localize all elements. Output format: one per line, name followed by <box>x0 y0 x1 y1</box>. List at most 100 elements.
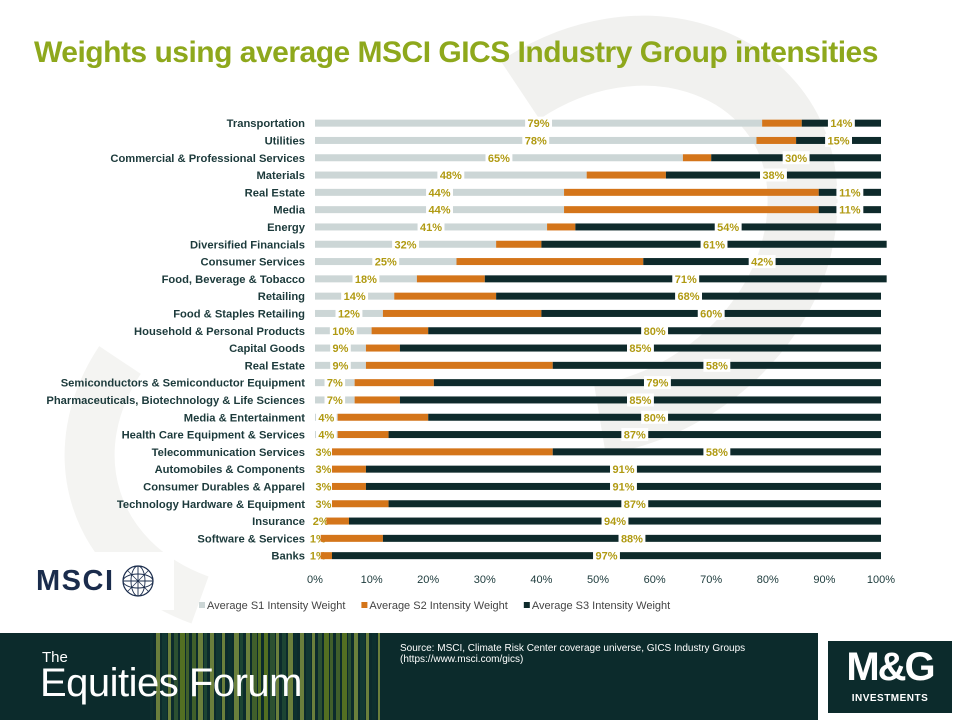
data-label-background <box>426 185 453 199</box>
footer-stripe <box>372 633 376 720</box>
data-label: 3% <box>316 481 332 493</box>
data-label: 54% <box>717 222 739 234</box>
data-label: 65% <box>488 153 510 165</box>
x-tick-label: 40% <box>530 574 552 586</box>
data-label: 60% <box>700 308 722 320</box>
data-label-background <box>621 497 649 511</box>
category-label: Software & Services <box>197 533 305 545</box>
category-label: Technology Hardware & Equipment <box>117 499 305 511</box>
x-tick-label: 100% <box>867 574 895 586</box>
category-label: Food & Staples Retailing <box>173 308 305 320</box>
bar-segment-s2 <box>331 482 366 490</box>
category-label: Insurance <box>252 516 305 528</box>
data-label-background <box>313 479 334 493</box>
data-label: 9% <box>333 343 349 355</box>
data-label-background <box>313 462 334 476</box>
footer-stripe <box>192 633 196 720</box>
data-label: 71% <box>675 274 697 286</box>
footer-stripe <box>198 633 203 720</box>
data-label: 91% <box>612 481 634 493</box>
legend-swatch-s3 <box>523 602 530 608</box>
category-label: Diversified Financials <box>190 239 305 251</box>
data-label: 85% <box>629 395 651 407</box>
data-label-background <box>700 237 728 251</box>
data-label: 80% <box>644 326 666 338</box>
footer-stripe <box>300 633 304 720</box>
data-label: 79% <box>646 378 668 390</box>
footer-stripe <box>294 633 297 720</box>
x-tick-label: 20% <box>417 574 439 586</box>
data-label-background <box>703 445 731 459</box>
stacked-bar-chart: Transportation 79% 14% Utilities 78% 15% Comme… <box>46 116 895 612</box>
data-label: 97% <box>595 551 617 563</box>
data-label: 85% <box>629 343 651 355</box>
footer-stripe <box>216 633 221 720</box>
bar-segment-s2 <box>331 500 389 508</box>
data-label: 58% <box>706 360 728 372</box>
data-label-background <box>437 168 465 182</box>
data-label: 41% <box>420 222 442 234</box>
data-label: 48% <box>440 170 462 182</box>
footer-stripe <box>180 633 185 720</box>
data-label: 14% <box>830 118 852 130</box>
data-label-background <box>675 289 703 303</box>
footer-stripe <box>258 633 261 720</box>
footer-stripe <box>222 633 225 720</box>
footer-stripe <box>150 633 153 720</box>
data-label-background <box>601 514 629 528</box>
category-label: Household & Personal Products <box>134 326 305 338</box>
data-label-background <box>836 203 864 217</box>
data-label: 3% <box>316 499 332 511</box>
x-tick-label: 90% <box>813 574 835 586</box>
footer-stripe <box>288 633 293 720</box>
bar-segment-s2 <box>382 309 542 317</box>
category-label: Banks <box>271 551 305 563</box>
data-label-background <box>827 116 855 130</box>
footer-stripe <box>162 633 167 720</box>
bar-segment-s2 <box>564 206 819 214</box>
data-label-background <box>335 306 363 320</box>
data-label: 25% <box>375 257 397 269</box>
data-label-background <box>825 133 852 147</box>
data-label: 11% <box>839 187 861 199</box>
data-label-background <box>641 324 669 338</box>
category-label: Health Care Equipment & Services <box>122 430 305 442</box>
bar-segment-s2 <box>496 240 542 248</box>
category-label: Semiconductors & Semiconductor Equipment <box>61 378 306 390</box>
legend-label: Average S1 Intensity Weight <box>207 600 345 612</box>
data-label: 44% <box>429 205 451 217</box>
data-label: 88% <box>621 533 643 545</box>
legend-swatch-s2 <box>361 602 368 608</box>
data-label-background <box>627 393 654 407</box>
footer-stripe <box>336 633 340 720</box>
bar-segment-s2 <box>331 448 553 456</box>
data-label-background <box>672 272 700 286</box>
bar-segment-s2 <box>337 413 429 421</box>
footer-stripe <box>228 633 232 720</box>
bar-segment-s2 <box>365 361 553 369</box>
data-label: 42% <box>751 257 773 269</box>
data-label-background <box>627 341 654 355</box>
footer-stripe <box>312 633 315 720</box>
footer-stripe <box>330 633 333 720</box>
data-label-background <box>313 445 334 459</box>
x-tick-label: 70% <box>700 574 722 586</box>
data-label-background <box>593 549 620 563</box>
data-label: 7% <box>327 378 343 390</box>
bar-segment-s2 <box>586 171 666 179</box>
footer-stripe <box>348 633 351 720</box>
data-label: 3% <box>316 447 332 459</box>
data-label-background <box>316 428 337 442</box>
footer-stripe <box>360 633 365 720</box>
footer-stripe <box>210 633 214 720</box>
bar-segment-s2 <box>331 465 366 473</box>
category-label: Consumer Durables & Apparel <box>143 481 305 493</box>
bar-segment-s2 <box>394 292 497 300</box>
msci-logo: MSCI <box>26 552 174 610</box>
x-tick-label: 50% <box>587 574 609 586</box>
data-label: 9% <box>333 360 349 372</box>
data-label-background <box>426 203 453 217</box>
data-label: 94% <box>604 516 626 528</box>
footer-stripe <box>168 633 171 720</box>
category-label: Consumer Services <box>201 257 305 269</box>
